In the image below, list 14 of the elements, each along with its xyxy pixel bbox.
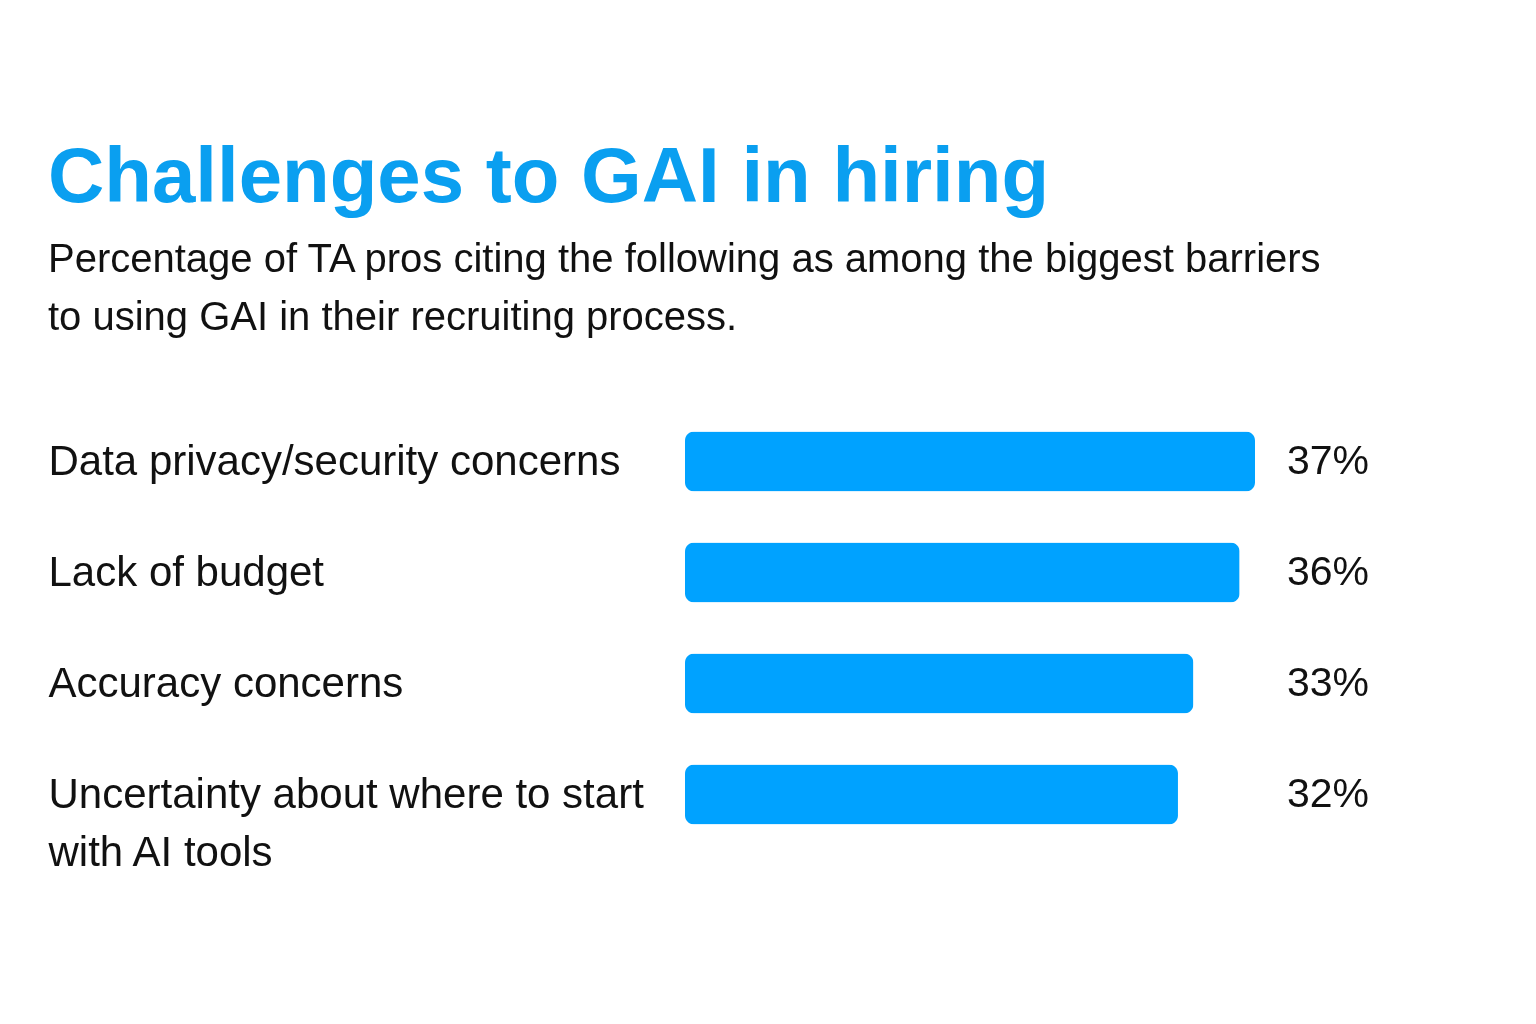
y-tick-label: Accuracy concerns (48, 658, 404, 706)
y-tick-label: Lack of budget (48, 547, 325, 595)
y-tick-label: Data privacy/security concerns (48, 436, 621, 484)
bar (685, 653, 1194, 714)
bar (685, 764, 1178, 825)
bar (685, 542, 1240, 603)
chart-subtitle: Percentage of TA pros citing the following as among the biggest barriers to using GAI in their recruiting process. (48, 236, 1321, 338)
chart-title: Challenges to GAI in hiring (48, 131, 1050, 219)
bar (685, 431, 1255, 492)
y-tick-label: Uncertainty about where to start with AI tools (47, 769, 645, 875)
data-label: 32% (1287, 769, 1370, 816)
data-label: 33% (1287, 658, 1370, 705)
data-label: 37% (1287, 436, 1370, 483)
data-label: 36% (1287, 547, 1370, 594)
